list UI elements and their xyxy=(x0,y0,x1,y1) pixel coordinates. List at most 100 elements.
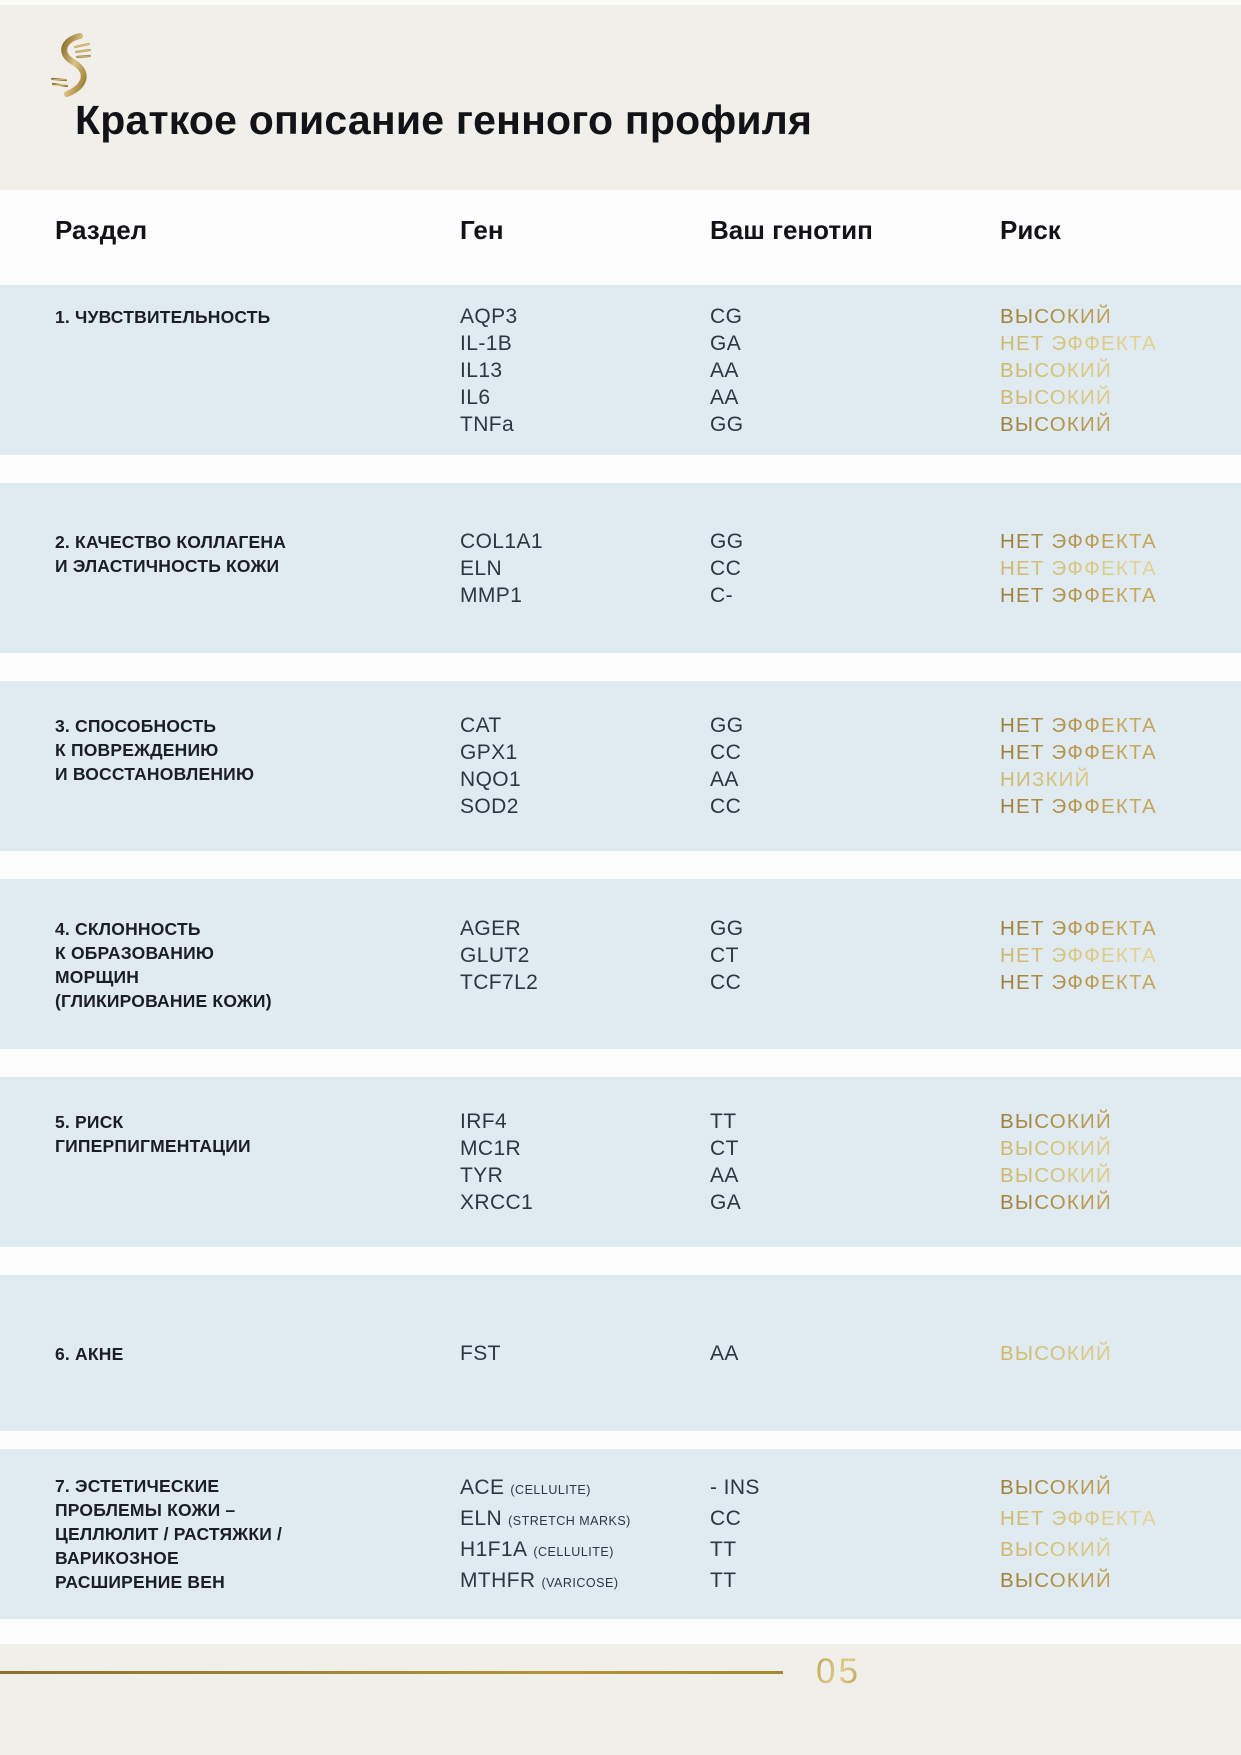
risk-level: ВЫСОКИЙ xyxy=(1000,1189,1241,1216)
genotype-value: AA xyxy=(710,768,739,791)
column-header-section: Раздел xyxy=(55,215,148,245)
footer-rule xyxy=(0,1671,783,1674)
genotype-value: - INS xyxy=(710,1476,760,1499)
profile-section: 1. ЧУВСТВИТЕЛЬНОСТЬ AQP3 IL-1B IL13 IL6 TNFa… xyxy=(0,285,1241,455)
risk-list: ВЫСОКИЙ НЕТ ЭФФЕКТА ВЫСОКИЙ ВЫСОКИЙ ВЫСОКИЙ xyxy=(1000,303,1241,438)
genotype-list: TT CT AA GA xyxy=(710,1108,1000,1216)
gene-name: ACE (CELLULITE) xyxy=(460,1476,591,1499)
genotype-value: AA xyxy=(710,358,739,382)
gene-context-label: (CELLULITE) xyxy=(533,1545,614,1559)
column-header-genotype: Ваш генотип xyxy=(710,215,873,245)
genotype-value: CC xyxy=(710,556,742,580)
genotype-value: CT xyxy=(710,1137,739,1160)
gene-list: CAT GPX1 NQO1 SOD2 xyxy=(460,712,710,820)
section-title: 4. СКЛОННОСТЬ К ОБРАЗОВАНИЮ МОРЩИН (ГЛИК… xyxy=(55,919,272,1011)
risk-level: ВЫСОКИЙ xyxy=(1000,357,1241,384)
genotype-value: AA xyxy=(710,1164,739,1187)
section-title: 6. АКНЕ xyxy=(55,1343,124,1364)
genotype-value: C- xyxy=(710,583,733,607)
gene-list: FST xyxy=(460,1340,710,1367)
genotype-value: TT xyxy=(710,1538,737,1561)
gene-name: AGER xyxy=(460,917,522,940)
gene-list: AGER GLUT2 TCF7L2 xyxy=(460,915,710,996)
genotype-value: CC xyxy=(710,1507,742,1530)
genotype-list: CG GA AA AA GG xyxy=(710,303,1000,438)
risk-level: ВЫСОКИЙ xyxy=(1000,384,1241,411)
risk-level: НИЗКИЙ xyxy=(1000,766,1241,793)
genotype-value: AA xyxy=(710,1341,739,1365)
gene-name: SOD2 xyxy=(460,795,519,818)
risk-level: НЕТ ЭФФЕКТА xyxy=(1000,1503,1241,1534)
gene-name: CAT xyxy=(460,714,502,737)
gene-name: IL6 xyxy=(460,385,491,409)
genotype-value: CC xyxy=(710,971,742,994)
gene-list: AQP3 IL-1B IL13 IL6 TNFa xyxy=(460,303,710,438)
risk-level: НЕТ ЭФФЕКТА xyxy=(1000,330,1241,357)
gene-list: COL1A1 ELN MMP1 xyxy=(460,528,710,609)
section-title: 2. КАЧЕСТВО КОЛЛАГЕНА И ЭЛАСТИЧНОСТЬ КОЖ… xyxy=(55,531,287,576)
risk-level: ВЫСОКИЙ xyxy=(1000,1534,1241,1565)
genotype-value: CC xyxy=(710,741,742,764)
risk-level: НЕТ ЭФФЕКТА xyxy=(1000,942,1241,969)
risk-level: НЕТ ЭФФЕКТА xyxy=(1000,969,1241,996)
gene-name: GPX1 xyxy=(460,741,518,764)
risk-level: ВЫСОКИЙ xyxy=(1000,1108,1241,1135)
gene-name: IL13 xyxy=(460,358,503,382)
risk-level: ВЫСОКИЙ xyxy=(1000,303,1241,330)
genotype-value: CG xyxy=(710,304,743,328)
gene-name: ELN xyxy=(460,556,503,580)
profile-section: 6. АКНЕ FST AA ВЫСОКИЙ xyxy=(0,1275,1241,1431)
gene-name: MMP1 xyxy=(460,583,523,607)
genotype-value: TT xyxy=(710,1110,737,1133)
risk-level: ВЫСОКИЙ xyxy=(1000,1135,1241,1162)
genotype-list: GG CC AA CC xyxy=(710,712,1000,820)
profile-section: 2. КАЧЕСТВО КОЛЛАГЕНА И ЭЛАСТИЧНОСТЬ КОЖ… xyxy=(0,483,1241,653)
risk-list: ВЫСОКИЙ НЕТ ЭФФЕКТА ВЫСОКИЙ ВЫСОКИЙ xyxy=(1000,1472,1241,1596)
risk-level: НЕТ ЭФФЕКТА xyxy=(1000,739,1241,766)
risk-level: ВЫСОКИЙ xyxy=(1000,1162,1241,1189)
column-header-risk: Риск xyxy=(1000,215,1061,245)
genotype-value: GG xyxy=(710,412,744,436)
genotype-value: GG xyxy=(710,529,744,553)
genotype-value: GG xyxy=(710,917,744,940)
genotype-value: GA xyxy=(710,1191,742,1214)
genotype-value: AA xyxy=(710,385,739,409)
gene-name: TNFa xyxy=(460,412,515,436)
risk-level: НЕТ ЭФФЕКТА xyxy=(1000,582,1241,609)
profile-section: 7. ЭСТЕТИЧЕСКИЕ ПРОБЛЕМЫ КОЖИ – ЦЕЛЛЮЛИТ… xyxy=(0,1449,1241,1619)
genotype-value: TT xyxy=(710,1569,737,1592)
table-header-row: Раздел Ген Ваш генотип Риск xyxy=(0,190,1241,285)
genotype-value: CC xyxy=(710,795,742,818)
risk-list: НЕТ ЭФФЕКТА НЕТ ЭФФЕКТА НЕТ ЭФФЕКТА xyxy=(1000,528,1241,609)
page-number: 05 xyxy=(816,1652,861,1691)
genotype-list: GG CT CC xyxy=(710,915,1000,996)
genotype-value: CT xyxy=(710,944,739,967)
risk-level: НЕТ ЭФФЕКТА xyxy=(1000,712,1241,739)
risk-level: ВЫСОКИЙ xyxy=(1000,1340,1241,1367)
gene-name: MC1R xyxy=(460,1137,522,1160)
section-title: 7. ЭСТЕТИЧЕСКИЕ ПРОБЛЕМЫ КОЖИ – ЦЕЛЛЮЛИТ… xyxy=(55,1476,283,1592)
page-header: Краткое описание генного профиля xyxy=(0,0,1241,190)
gene-name: H1F1A (CELLULITE) xyxy=(460,1538,614,1561)
gene-name: FST xyxy=(460,1341,501,1365)
gene-name: COL1A1 xyxy=(460,529,543,553)
gene-name: TYR xyxy=(460,1164,504,1187)
section-title: 1. ЧУВСТВИТЕЛЬНОСТЬ xyxy=(55,306,271,327)
genotype-value: GG xyxy=(710,714,744,737)
genotype-value: GA xyxy=(710,331,742,355)
gene-name: GLUT2 xyxy=(460,944,530,967)
risk-list: НЕТ ЭФФЕКТА НЕТ ЭФФЕКТА НИЗКИЙ НЕТ ЭФФЕКТА xyxy=(1000,712,1241,820)
column-header-gene: Ген xyxy=(460,215,504,245)
risk-level: ВЫСОКИЙ xyxy=(1000,411,1241,438)
gene-name: NQO1 xyxy=(460,768,522,791)
dna-helix-icon xyxy=(50,33,92,97)
page-title: Краткое описание генного профиля xyxy=(75,97,813,143)
risk-level: НЕТ ЭФФЕКТА xyxy=(1000,528,1241,555)
risk-list: ВЫСОКИЙ xyxy=(1000,1340,1241,1367)
gene-name: AQP3 xyxy=(460,304,518,328)
page-footer: 05 xyxy=(0,1644,1241,1755)
risk-level: НЕТ ЭФФЕКТА xyxy=(1000,555,1241,582)
risk-level: ВЫСОКИЙ xyxy=(1000,1472,1241,1503)
genotype-list: - INS CC TT TT xyxy=(710,1472,1000,1596)
